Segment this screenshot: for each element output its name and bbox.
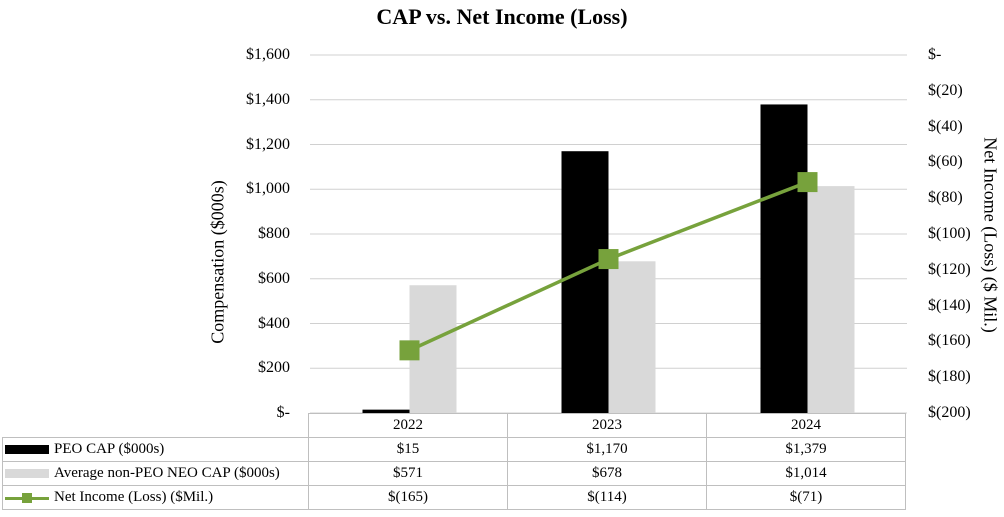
table-cell: $(71) xyxy=(706,485,906,510)
left-tick-label: $1,200 xyxy=(246,135,290,153)
legend-entry-net-income: Net Income (Loss) ($Mil.) xyxy=(2,485,309,510)
left-tick-label: $200 xyxy=(258,359,290,377)
chart-title: CAP vs. Net Income (Loss) xyxy=(376,4,628,29)
table-row-peo-cap: PEO CAP ($000s) $15 $1,170 $1,379 xyxy=(2,437,906,462)
table-cell: $1,379 xyxy=(706,437,906,462)
left-tick-label: $1,400 xyxy=(246,90,290,108)
left-tick-label: $800 xyxy=(258,225,290,242)
table-row-net-income: Net Income (Loss) ($Mil.) $(165) $(114) … xyxy=(2,485,906,510)
legend-label: PEO CAP ($000s) xyxy=(54,441,165,457)
table-corner xyxy=(2,413,309,438)
point-net-income xyxy=(797,172,818,193)
right-tick-label: $(160) xyxy=(928,332,971,350)
legend-line-marker-icon xyxy=(5,492,49,504)
right-tick-label: $(80) xyxy=(928,189,963,207)
right-tick-label: $(180) xyxy=(928,368,971,386)
point-net-income xyxy=(399,340,420,361)
right-tick-label: $(120) xyxy=(928,260,971,278)
legend-entry-peo-cap: PEO CAP ($000s) xyxy=(2,437,309,462)
table-cell: $(114) xyxy=(507,485,707,510)
bar-neo-cap xyxy=(807,186,855,413)
right-tick-label: $(140) xyxy=(928,296,971,314)
table-header-row: 2022 2023 2024 xyxy=(2,413,906,438)
legend-entry-neo-cap: Average non-PEO NEO CAP ($000s) xyxy=(2,461,309,486)
left-tick-label: $600 xyxy=(258,269,290,287)
right-tick-label: $- xyxy=(928,46,942,63)
table-cell: $678 xyxy=(507,461,707,486)
table-cell: $15 xyxy=(308,437,508,462)
table-cell: $(165) xyxy=(308,485,508,510)
bar-peo-cap xyxy=(362,409,410,413)
left-tick-label: $1,000 xyxy=(246,180,290,198)
right-tick-label: $(20) xyxy=(928,81,963,99)
left-tick-label: $400 xyxy=(258,314,290,332)
bar-peo-cap xyxy=(561,151,609,413)
table-row-neo-cap: Average non-PEO NEO CAP ($000s) $571 $67… xyxy=(2,461,906,486)
right-tick-label: $(60) xyxy=(928,153,963,171)
bar-peo-cap xyxy=(760,104,808,413)
table-cell: $1,014 xyxy=(706,461,906,486)
legend-label: Average non-PEO NEO CAP ($000s) xyxy=(54,465,280,481)
table-cell: $571 xyxy=(308,461,508,486)
data-table: 2022 2023 2024 PEO CAP ($000s) $15 $1,17… xyxy=(2,413,906,510)
legend-swatch-grey xyxy=(5,469,49,479)
table-header-cell: 2024 xyxy=(706,413,906,438)
table-header-cell: 2023 xyxy=(507,413,707,438)
right-tick-label: $(100) xyxy=(928,225,971,242)
legend-swatch-black xyxy=(5,445,49,455)
legend-label: Net Income (Loss) ($Mil.) xyxy=(54,489,214,505)
right-tick-label: $(40) xyxy=(928,117,963,135)
bar-neo-cap xyxy=(608,261,656,413)
point-net-income xyxy=(598,249,619,270)
right-tick-label: $(200) xyxy=(928,404,971,421)
table-cell: $1,170 xyxy=(507,437,707,462)
table-header-cell: 2022 xyxy=(308,413,508,438)
left-tick-label: $1,600 xyxy=(246,46,290,63)
